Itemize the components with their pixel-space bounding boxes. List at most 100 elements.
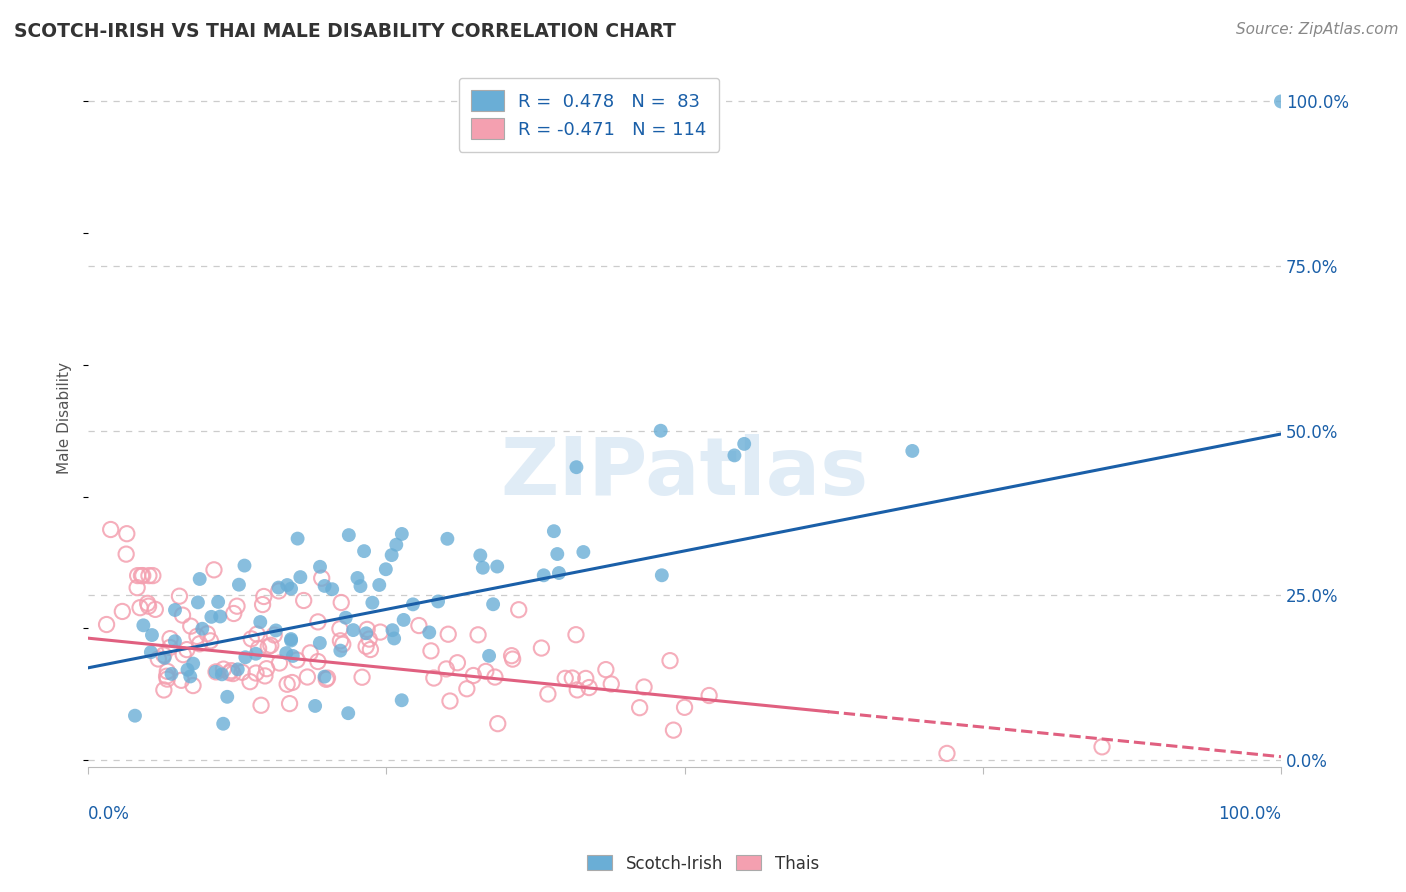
Point — [156, 672, 179, 686]
Point — [446, 656, 468, 670]
Point — [381, 548, 404, 562]
Point — [153, 683, 176, 698]
Point — [269, 656, 291, 670]
Point — [391, 527, 413, 541]
Point — [486, 559, 509, 574]
Point — [249, 615, 271, 629]
Point — [423, 671, 446, 685]
Point — [321, 582, 343, 597]
Point — [314, 579, 336, 593]
Point — [239, 674, 262, 689]
Point — [437, 627, 460, 641]
Point — [245, 666, 267, 681]
Point — [186, 629, 208, 643]
Point — [155, 669, 177, 683]
Point — [195, 627, 218, 641]
Point — [280, 632, 302, 646]
Point — [352, 670, 374, 684]
Point — [142, 568, 165, 582]
Point — [543, 524, 565, 539]
Point — [297, 670, 319, 684]
Y-axis label: Male Disability: Male Disability — [58, 361, 72, 474]
Point — [309, 559, 332, 574]
Point — [361, 596, 384, 610]
Point — [124, 708, 146, 723]
Point — [211, 667, 233, 681]
Point — [436, 532, 458, 546]
Point — [418, 625, 440, 640]
Point — [501, 648, 523, 663]
Point — [280, 633, 302, 648]
Point — [936, 747, 959, 761]
Text: Source: ZipAtlas.com: Source: ZipAtlas.com — [1236, 22, 1399, 37]
Point — [304, 698, 326, 713]
Point — [478, 648, 501, 663]
Point — [115, 547, 138, 561]
Point — [381, 623, 404, 637]
Point — [207, 595, 229, 609]
Point — [188, 637, 211, 651]
Point — [159, 640, 181, 655]
Text: SCOTCH-IRISH VS THAI MALE DISABILITY CORRELATION CHART: SCOTCH-IRISH VS THAI MALE DISABILITY COR… — [14, 22, 676, 41]
Point — [209, 609, 232, 624]
Point — [143, 602, 166, 616]
Point — [368, 625, 391, 640]
Point — [132, 568, 155, 582]
Point — [169, 589, 191, 603]
Point — [673, 700, 696, 714]
Point — [287, 532, 309, 546]
Point — [530, 641, 553, 656]
Point — [127, 568, 149, 582]
Point — [316, 671, 339, 685]
Point — [163, 603, 186, 617]
Point — [148, 652, 170, 666]
Point — [633, 680, 655, 694]
Point — [1091, 739, 1114, 754]
Point — [548, 566, 571, 580]
Point — [276, 578, 298, 592]
Text: ZIPatlas: ZIPatlas — [501, 434, 869, 512]
Point — [138, 568, 160, 582]
Point — [335, 611, 357, 625]
Point — [100, 523, 122, 537]
Point — [408, 618, 430, 632]
Point — [330, 595, 353, 609]
Point — [136, 596, 159, 610]
Point — [176, 642, 198, 657]
Point — [650, 424, 672, 438]
Point — [561, 671, 583, 685]
Point — [723, 449, 745, 463]
Point — [471, 560, 494, 574]
Point — [565, 460, 588, 475]
Point — [170, 673, 193, 688]
Point — [240, 632, 263, 646]
Point — [659, 654, 682, 668]
Point — [245, 647, 267, 661]
Point — [359, 632, 381, 646]
Point — [329, 633, 352, 648]
Point — [181, 679, 204, 693]
Point — [202, 563, 225, 577]
Point — [257, 640, 280, 654]
Point — [382, 632, 405, 646]
Point — [246, 627, 269, 641]
Point — [159, 632, 181, 646]
Point — [222, 666, 245, 681]
Point — [250, 698, 273, 713]
Point — [353, 544, 375, 558]
Point — [131, 568, 153, 582]
Point — [356, 623, 378, 637]
Point — [733, 437, 755, 451]
Point — [285, 653, 308, 667]
Point — [439, 694, 461, 708]
Point — [152, 648, 174, 662]
Point — [467, 628, 489, 642]
Point — [276, 646, 298, 660]
Point — [572, 545, 595, 559]
Point — [307, 655, 329, 669]
Point — [315, 673, 337, 687]
Point — [290, 570, 312, 584]
Point — [204, 665, 226, 679]
Point — [231, 665, 253, 680]
Point — [252, 598, 274, 612]
